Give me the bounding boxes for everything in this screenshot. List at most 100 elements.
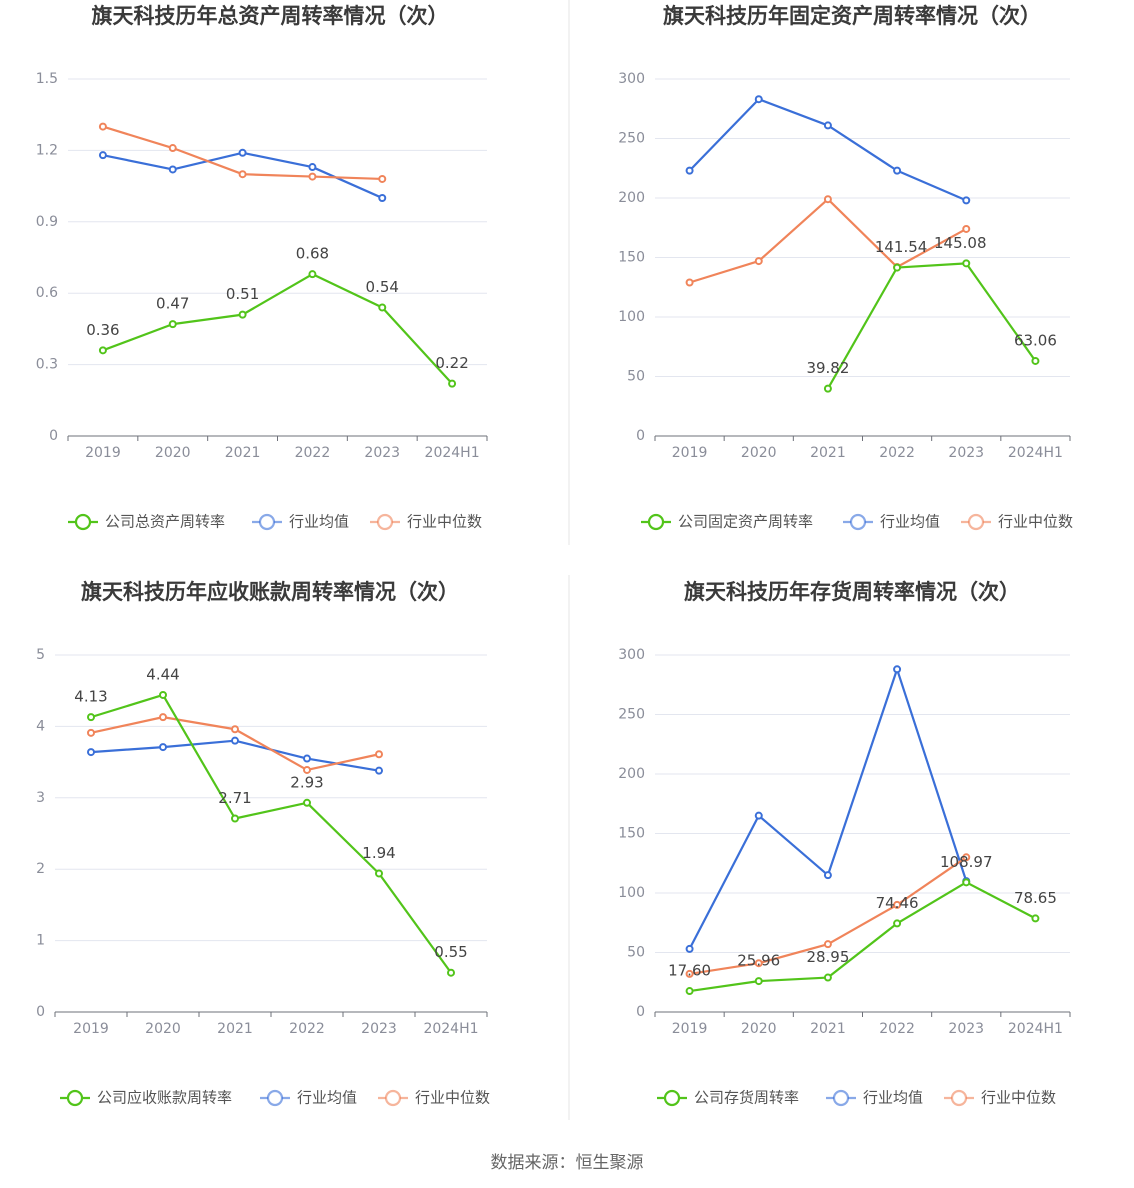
data-point-median xyxy=(378,174,387,183)
data-point-avg xyxy=(303,754,311,763)
data-point-company xyxy=(962,259,971,268)
y-tick-label: 100 xyxy=(618,309,645,325)
series-line-avg xyxy=(688,98,967,202)
data-point-company xyxy=(823,384,832,393)
data-point-company xyxy=(98,346,107,355)
data-label: 0.55 xyxy=(434,943,467,961)
y-tick-label: 1.5 xyxy=(36,71,58,87)
data-point-median xyxy=(893,900,902,909)
legend-marker-circle xyxy=(663,1089,681,1107)
data-point-median xyxy=(168,144,177,153)
legend-marker-circle xyxy=(832,1089,850,1107)
chart-title: 旗天科技历年存货周转率情况（次） xyxy=(684,580,1020,604)
data-point-avg xyxy=(685,166,694,175)
data-label: 0.51 xyxy=(226,285,259,303)
x-tick-label: 2021 xyxy=(810,445,846,461)
data-point-median xyxy=(962,853,971,862)
data-point-company xyxy=(962,878,971,887)
chart-title: 旗天科技历年固定资产周转率情况（次） xyxy=(663,4,1041,28)
data-point-company xyxy=(231,814,239,823)
data-point-avg xyxy=(308,163,317,172)
data-point-avg xyxy=(238,148,247,157)
data-label: 141.54 xyxy=(875,238,928,256)
legend-marker-circle xyxy=(376,513,394,531)
data-label: 25.96 xyxy=(737,952,780,970)
data-point-company xyxy=(1031,356,1040,365)
data-point-company xyxy=(303,798,311,807)
y-tick-label: 0 xyxy=(636,428,645,444)
legend-marker-circle xyxy=(647,513,665,531)
x-tick-label: 2019 xyxy=(73,1021,109,1037)
data-label: 108.97 xyxy=(940,853,993,871)
x-tick-label: 2023 xyxy=(361,1021,397,1037)
legend-marker-circle xyxy=(967,513,985,531)
x-tick-label: 2022 xyxy=(879,1021,915,1037)
data-point-median xyxy=(754,257,763,266)
data-label: 2.71 xyxy=(218,789,251,807)
data-point-company xyxy=(448,379,457,388)
legend-label: 行业均值 xyxy=(289,513,349,531)
legend-label: 行业中位数 xyxy=(407,513,482,531)
legend-marker-circle xyxy=(66,1089,84,1107)
x-tick-label: 2020 xyxy=(145,1021,181,1037)
y-tick-label: 2 xyxy=(36,861,45,877)
data-point-avg xyxy=(168,165,177,174)
data-label: 39.82 xyxy=(806,359,849,377)
x-tick-label: 2024H1 xyxy=(425,445,480,461)
data-point-avg xyxy=(754,95,763,104)
x-tick-label: 2022 xyxy=(879,445,915,461)
data-point-company xyxy=(378,303,387,312)
y-tick-label: 250 xyxy=(618,707,645,723)
data-point-median xyxy=(303,765,311,774)
x-tick-label: 2020 xyxy=(741,1021,777,1037)
data-point-avg xyxy=(231,736,239,745)
data-label: 1.94 xyxy=(362,844,395,862)
data-point-median xyxy=(98,122,107,131)
data-point-median xyxy=(823,940,832,949)
data-label: 0.22 xyxy=(435,354,468,372)
chart-title: 旗天科技历年总资产周转率情况（次） xyxy=(92,4,449,28)
x-tick-label: 2023 xyxy=(948,1021,984,1037)
legend-label: 公司存货周转率 xyxy=(694,1089,799,1107)
y-tick-label: 200 xyxy=(618,766,645,782)
legend-marker-circle xyxy=(74,513,92,531)
legend-label: 行业中位数 xyxy=(981,1089,1056,1107)
y-tick-label: 300 xyxy=(618,71,645,87)
chart-title: 旗天科技历年应收账款周转率情况（次） xyxy=(81,580,459,604)
data-point-median xyxy=(823,195,832,204)
data-point-company xyxy=(87,713,95,722)
data-point-company xyxy=(685,987,694,996)
legend-label: 行业均值 xyxy=(297,1089,357,1107)
legend-label: 行业均值 xyxy=(880,513,940,531)
y-tick-label: 4 xyxy=(36,718,45,734)
y-tick-label: 150 xyxy=(618,250,645,266)
series-line-company xyxy=(826,262,1037,390)
legend-label: 公司应收账款周转率 xyxy=(97,1089,232,1107)
legend-label: 行业中位数 xyxy=(998,513,1073,531)
x-tick-label: 2024H1 xyxy=(1008,445,1063,461)
legend-marker-circle xyxy=(258,513,276,531)
data-label: 0.54 xyxy=(366,278,399,296)
data-point-median xyxy=(238,170,247,179)
data-point-avg xyxy=(685,944,694,953)
series-line-company xyxy=(689,881,1036,993)
data-point-company xyxy=(375,869,383,878)
data-point-company xyxy=(308,270,317,279)
data-label: 0.36 xyxy=(86,321,119,339)
data-label: 78.65 xyxy=(1014,889,1057,907)
y-tick-label: 0 xyxy=(636,1004,645,1020)
y-tick-label: 0 xyxy=(49,428,58,444)
data-point-median xyxy=(685,969,694,978)
data-label: 2.93 xyxy=(290,773,323,791)
x-tick-label: 2021 xyxy=(217,1021,253,1037)
y-tick-label: 50 xyxy=(627,945,645,961)
data-label: 0.68 xyxy=(296,245,329,263)
y-tick-label: 5 xyxy=(36,647,45,663)
x-tick-label: 2023 xyxy=(364,445,400,461)
x-tick-label: 2024H1 xyxy=(423,1021,478,1037)
x-tick-label: 2021 xyxy=(225,445,261,461)
data-point-company xyxy=(168,320,177,329)
data-point-median xyxy=(308,172,317,181)
data-label: 4.13 xyxy=(74,688,107,706)
